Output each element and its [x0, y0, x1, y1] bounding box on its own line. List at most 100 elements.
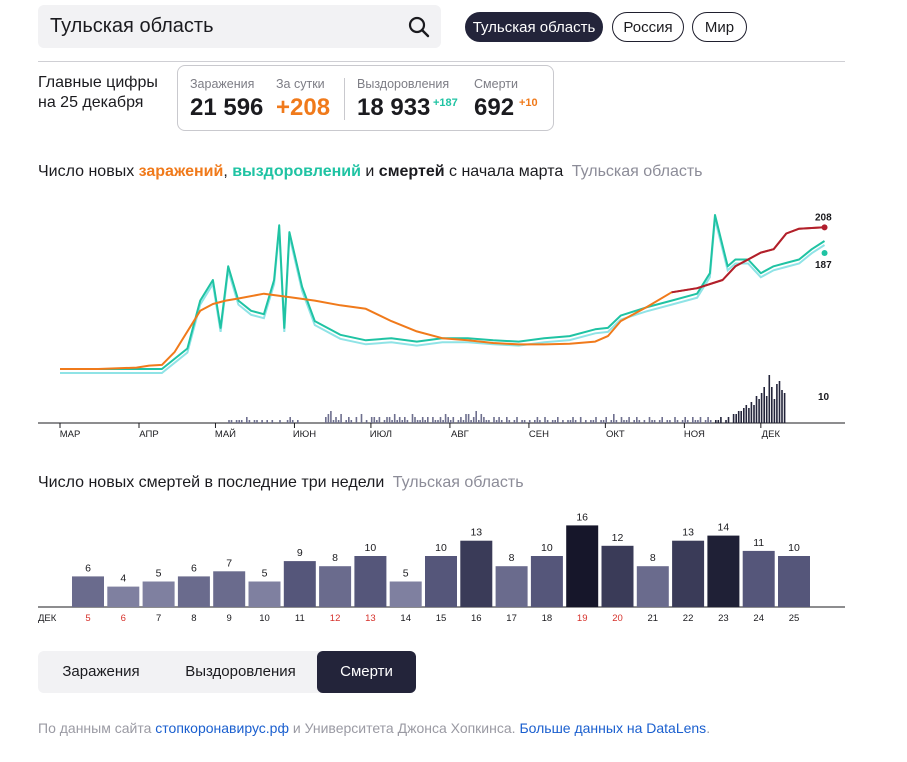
death-bar	[760, 393, 763, 423]
death-bar	[142, 581, 175, 607]
death-bar	[765, 396, 768, 423]
death-bar	[636, 417, 638, 423]
chart1-title-infections: заражений	[138, 163, 224, 180]
month-label: ДЕК	[762, 429, 781, 440]
death-bar	[513, 420, 516, 423]
death-bar	[613, 414, 615, 423]
death-bar	[567, 420, 569, 423]
death-bar	[615, 420, 618, 423]
death-bar	[256, 420, 258, 423]
death-bar	[414, 417, 416, 423]
stats-separator	[344, 78, 345, 120]
death-bar	[470, 420, 472, 423]
death-bar	[666, 420, 669, 423]
chart1-title-comma: ,	[223, 163, 233, 180]
daily-value: +208	[276, 94, 331, 121]
death-bar	[735, 414, 737, 423]
region-pill-russia[interactable]: Россия	[612, 12, 684, 42]
day-tick-label: 8	[191, 613, 196, 624]
death-bar	[745, 405, 748, 423]
tab-recoveries[interactable]: Выздоровления	[185, 663, 296, 680]
death-bar	[335, 417, 337, 423]
death-bar	[419, 420, 421, 423]
death-bar	[771, 387, 773, 423]
death-bar	[72, 576, 104, 607]
day-tick-label: 17	[506, 613, 517, 624]
death-bar	[569, 420, 572, 423]
day-tick-label: 22	[683, 613, 694, 624]
recoveries-end-label: 187	[815, 260, 832, 271]
region-pill-tula[interactable]: Тульская область	[465, 12, 603, 42]
day-tick-label: 16	[471, 613, 482, 624]
death-bar	[485, 420, 488, 423]
death-bar	[539, 420, 541, 423]
death-bar	[508, 420, 511, 423]
search-input[interactable]	[38, 5, 422, 48]
death-bar	[447, 417, 449, 423]
day-tick-label: 9	[227, 613, 232, 624]
region-pill-world[interactable]: Мир	[692, 12, 747, 42]
death-bar	[628, 417, 630, 423]
deaths-end-label: 10	[818, 392, 830, 403]
death-bar	[720, 417, 722, 423]
datalens-link[interactable]: Больше данных на DataLens	[519, 720, 707, 736]
death-bar	[551, 420, 554, 423]
month-label: АВГ	[451, 429, 469, 440]
day-tick-label: 13	[365, 613, 376, 624]
death-bar	[388, 417, 391, 423]
death-bar	[291, 420, 294, 423]
death-bar	[763, 387, 765, 423]
stats-card: Заражения 21 596 За сутки +208 Выздоровл…	[177, 65, 554, 131]
day-tick-label: 6	[121, 613, 126, 624]
death-bar	[732, 414, 735, 423]
death-bar	[725, 420, 727, 423]
search-icon[interactable]	[407, 15, 431, 39]
death-bar	[674, 417, 676, 423]
death-bar	[248, 581, 281, 607]
death-bar	[574, 420, 577, 423]
death-bar	[651, 420, 653, 423]
death-bar	[348, 417, 350, 423]
death-bar	[452, 417, 455, 423]
death-bar	[658, 420, 661, 423]
tab-infections[interactable]: Заражения	[62, 663, 140, 680]
death-bar	[544, 417, 546, 423]
footer-prefix: По данным сайта	[38, 720, 156, 736]
death-bar	[694, 420, 697, 423]
bar-value-label: 10	[788, 542, 800, 554]
death-bar	[601, 545, 634, 607]
infections-end-label: 208	[815, 212, 832, 223]
death-bar	[750, 402, 753, 423]
death-bar	[460, 417, 462, 423]
death-bar	[327, 414, 330, 423]
day-tick-label: 19	[577, 613, 588, 624]
death-bar	[743, 408, 745, 423]
death-bar	[709, 420, 712, 423]
source-link[interactable]: стопкоронавирус.рф	[155, 720, 289, 736]
infected-value: 21 596	[190, 94, 264, 121]
death-bar	[483, 417, 485, 423]
month-label: ДЕК	[38, 613, 57, 624]
death-bar	[676, 420, 679, 423]
death-bar	[396, 420, 398, 423]
chart2-title-region: Тульская область	[392, 474, 524, 491]
bar-value-label: 6	[191, 562, 197, 574]
death-bar	[783, 393, 786, 423]
death-bar	[283, 561, 316, 607]
month-label: ОКТ	[606, 429, 625, 440]
day-tick-label: 23	[718, 613, 729, 624]
death-bar	[625, 420, 628, 423]
month-label: ИЮЛ	[370, 429, 392, 440]
bar-value-label: 10	[435, 542, 447, 554]
bar-value-label: 5	[403, 568, 409, 580]
death-bar	[638, 420, 641, 423]
death-bar	[376, 420, 378, 423]
death-bar	[715, 420, 717, 423]
search-box[interactable]	[38, 5, 441, 48]
tab-deaths[interactable]: Смерти	[317, 651, 416, 693]
month-label: АПР	[139, 429, 158, 440]
death-bar	[421, 417, 424, 423]
month-label: МАЙ	[215, 428, 236, 440]
summary-title: Главные цифры	[38, 74, 158, 91]
deaths-bar-chart: ДЕК 6 5 4 6 5 7 6 8 7 9 5 10 9 11 8 12 10 13 5 14 10 15 13 16 8 17…	[38, 511, 845, 624]
